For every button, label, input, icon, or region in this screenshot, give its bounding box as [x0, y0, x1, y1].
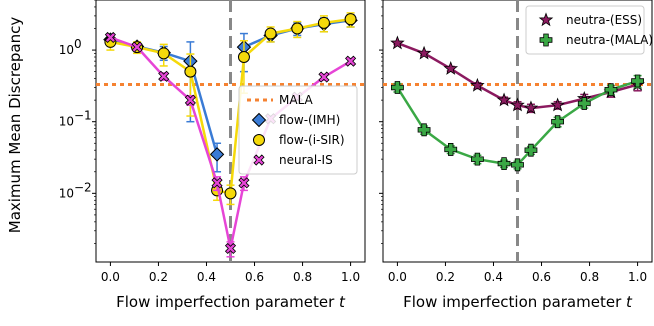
data-point — [470, 152, 484, 166]
x-tick-label: 0.4 — [197, 270, 216, 284]
x-axis-title: Flow imperfection parameter t — [116, 293, 346, 311]
y-tick-exponent: −1 — [74, 109, 92, 123]
data-point — [497, 157, 511, 171]
data-point — [157, 47, 170, 60]
legend-entry: neural-IS — [253, 153, 333, 167]
data-point — [291, 22, 304, 35]
legend: neutra-(ESS) neutra-(MALA) — [525, 5, 653, 55]
x-tick-label: 0.2 — [149, 270, 168, 284]
data-point — [344, 13, 357, 26]
data-point — [184, 94, 196, 106]
legend-entry: neutra-(ESS) — [538, 12, 642, 27]
legend-label: flow-(IMH) — [279, 113, 340, 127]
y-tick-exponent: −2 — [74, 180, 92, 194]
x-tick-label: 0.2 — [436, 270, 455, 284]
data-point — [224, 242, 237, 255]
legend-label: neutra-(ESS) — [566, 13, 642, 27]
data-point — [317, 16, 330, 29]
legend-label: neutra-(MALA) — [566, 33, 653, 47]
data-point — [238, 177, 250, 189]
data-point — [391, 81, 404, 94]
legend-marker-swatch — [539, 33, 553, 47]
data-point — [496, 92, 512, 107]
x-tick-label: 0.6 — [245, 270, 264, 284]
legend-marker-swatch — [253, 134, 265, 146]
data-point — [524, 143, 538, 157]
data-point — [510, 97, 525, 112]
legend-box — [525, 5, 645, 55]
legend-entry: MALA — [247, 93, 314, 107]
data-point — [550, 97, 565, 112]
data-point — [224, 187, 237, 200]
data-point — [209, 147, 225, 162]
data-point — [417, 123, 431, 137]
data-point — [470, 77, 485, 92]
data-point — [443, 61, 459, 75]
legend-entry: flow-(i-SIR) — [253, 133, 345, 147]
data-point — [345, 55, 357, 67]
y-tick-label: 10 — [59, 186, 74, 200]
data-point — [523, 100, 539, 115]
legend-box — [238, 85, 358, 175]
data-point — [444, 143, 458, 156]
x-tick-label: 0.4 — [484, 270, 503, 284]
data-point — [184, 65, 197, 78]
data-point — [390, 35, 405, 50]
data-point — [604, 83, 618, 97]
legend: MALA flow-(IMH) flow-(i-SIR) neural-IS — [238, 85, 358, 175]
data-point — [211, 177, 223, 189]
data-point — [631, 74, 644, 88]
y-tick-label: 10 — [59, 115, 74, 129]
series-neutra-(MALA) — [391, 74, 644, 172]
x-tick-label: 0.6 — [532, 270, 551, 284]
legend-marker-swatch — [538, 12, 554, 27]
data-point — [551, 115, 565, 129]
series-flow-(i-SIR) — [104, 12, 357, 206]
data-point — [158, 70, 170, 82]
y-tick-label: 10 — [59, 43, 74, 57]
x-tick-label: 0.8 — [580, 270, 599, 284]
x-tick-label: 1.0 — [341, 270, 360, 284]
data-point — [318, 71, 330, 83]
legend-entry: flow-(IMH) — [251, 112, 340, 128]
data-point — [416, 45, 432, 60]
x-tick-label: 0.0 — [388, 270, 407, 284]
legend-label: neural-IS — [279, 153, 333, 167]
x-axis-title: Flow imperfection parameter t — [403, 293, 633, 311]
legend-label: flow-(i-SIR) — [279, 133, 345, 147]
data-point — [577, 97, 591, 110]
legend-marker-swatch — [251, 112, 267, 128]
data-point — [237, 51, 250, 64]
x-tick-label: 0.8 — [293, 270, 312, 284]
data-point — [131, 41, 143, 53]
data-point — [104, 31, 116, 44]
data-point — [511, 158, 524, 172]
x-tick-label: 1.0 — [628, 270, 647, 284]
data-point — [264, 27, 277, 40]
legend-label: MALA — [279, 93, 314, 107]
legend-entry: neutra-(MALA) — [539, 33, 653, 47]
y-axis-title: Maximum Mean Discrepancy — [6, 17, 24, 234]
legend-marker-swatch — [253, 154, 265, 166]
x-tick-label: 0.0 — [101, 270, 120, 284]
y-tick-exponent: 0 — [74, 37, 82, 51]
panel-right: 0.0 0.2 0.4 0.6 0.8 1.0 Flow imperfection para… — [379, 0, 653, 311]
